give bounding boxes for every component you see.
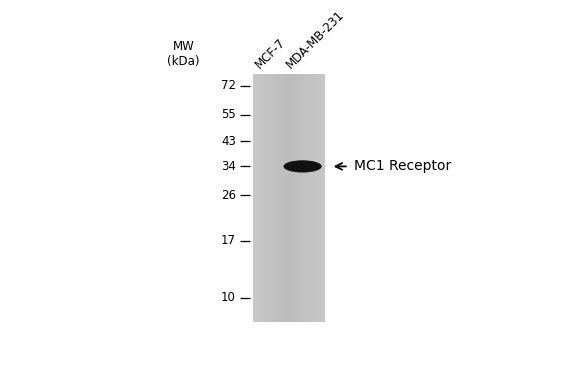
- Bar: [289, 74, 290, 322]
- Bar: [320, 74, 321, 322]
- Bar: [277, 74, 278, 322]
- Bar: [324, 74, 325, 322]
- Bar: [305, 74, 306, 322]
- Bar: [321, 74, 322, 322]
- Bar: [259, 74, 260, 322]
- Bar: [299, 74, 300, 322]
- Bar: [264, 74, 265, 322]
- Bar: [279, 74, 281, 322]
- Text: MDA-MB-231: MDA-MB-231: [283, 9, 347, 71]
- Bar: [304, 74, 305, 322]
- Bar: [271, 74, 272, 322]
- Text: 34: 34: [221, 160, 236, 173]
- Text: MW
(kDa): MW (kDa): [167, 40, 200, 68]
- Bar: [288, 74, 289, 322]
- Bar: [293, 74, 294, 322]
- Bar: [286, 74, 287, 322]
- Bar: [253, 74, 254, 322]
- Bar: [268, 74, 269, 322]
- Bar: [260, 74, 261, 322]
- Bar: [281, 74, 282, 322]
- Bar: [314, 74, 315, 322]
- Bar: [313, 74, 314, 322]
- Bar: [303, 74, 304, 322]
- Bar: [278, 74, 279, 322]
- Bar: [317, 74, 318, 322]
- Text: 72: 72: [221, 79, 236, 92]
- Text: 10: 10: [221, 291, 236, 304]
- Bar: [294, 74, 295, 322]
- Bar: [312, 74, 313, 322]
- Bar: [276, 74, 277, 322]
- Bar: [287, 74, 288, 322]
- Text: 26: 26: [221, 189, 236, 202]
- Bar: [318, 74, 320, 322]
- Bar: [258, 74, 259, 322]
- Bar: [253, 74, 325, 322]
- Ellipse shape: [283, 160, 322, 172]
- Bar: [307, 74, 308, 322]
- Text: MC1 Receptor: MC1 Receptor: [354, 160, 452, 174]
- Bar: [290, 74, 292, 322]
- Bar: [322, 74, 323, 322]
- Bar: [272, 74, 274, 322]
- Text: 55: 55: [221, 108, 236, 121]
- Bar: [263, 74, 264, 322]
- Bar: [285, 74, 286, 322]
- Text: 43: 43: [221, 135, 236, 148]
- Bar: [296, 74, 297, 322]
- Bar: [295, 74, 296, 322]
- Bar: [315, 74, 317, 322]
- Text: MCF-7: MCF-7: [253, 36, 288, 71]
- Bar: [300, 74, 301, 322]
- Bar: [292, 74, 293, 322]
- Text: 17: 17: [221, 234, 236, 247]
- Bar: [261, 74, 263, 322]
- Bar: [265, 74, 267, 322]
- Bar: [310, 74, 311, 322]
- Bar: [323, 74, 324, 322]
- Bar: [282, 74, 283, 322]
- Bar: [275, 74, 276, 322]
- Bar: [254, 74, 255, 322]
- Bar: [267, 74, 268, 322]
- Bar: [274, 74, 275, 322]
- Bar: [270, 74, 271, 322]
- Bar: [311, 74, 312, 322]
- Bar: [306, 74, 307, 322]
- Bar: [269, 74, 270, 322]
- Bar: [308, 74, 310, 322]
- Bar: [297, 74, 299, 322]
- Bar: [257, 74, 258, 322]
- Bar: [301, 74, 303, 322]
- Bar: [255, 74, 257, 322]
- Bar: [283, 74, 285, 322]
